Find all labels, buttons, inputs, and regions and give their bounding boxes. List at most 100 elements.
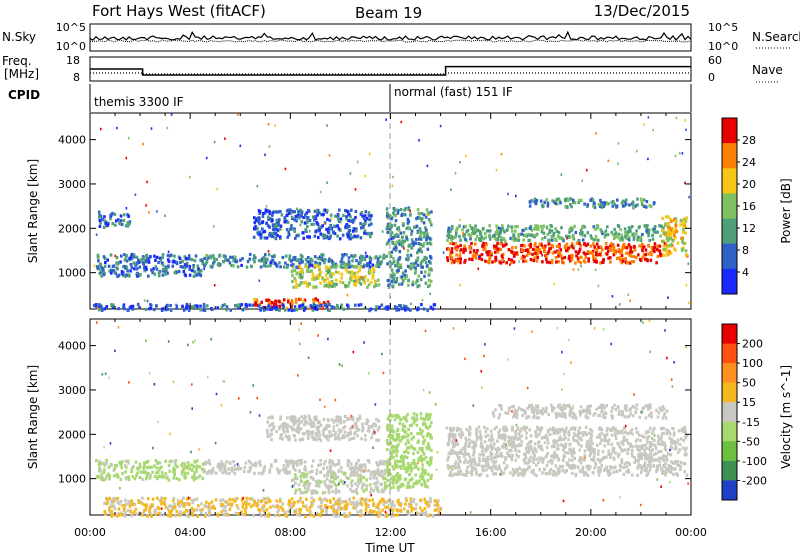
data-cell bbox=[486, 455, 489, 459]
data-cell bbox=[342, 482, 345, 486]
data-cell bbox=[143, 461, 146, 465]
data-cell bbox=[639, 238, 643, 243]
data-cell bbox=[403, 208, 406, 212]
data-cell bbox=[270, 428, 273, 432]
data-cell bbox=[383, 472, 386, 476]
data-cell bbox=[303, 465, 307, 469]
data-cell bbox=[401, 271, 405, 275]
data-cell bbox=[513, 254, 516, 258]
data-cell bbox=[104, 477, 108, 481]
data-cell bbox=[550, 243, 554, 247]
data-cell bbox=[610, 242, 613, 246]
data-cell bbox=[450, 227, 454, 231]
data-cell bbox=[216, 263, 220, 267]
data-cell bbox=[313, 255, 317, 259]
data-cell bbox=[590, 429, 594, 433]
data-cell bbox=[410, 506, 413, 510]
data-cell bbox=[153, 272, 157, 276]
data-cell bbox=[472, 249, 476, 253]
data-cell bbox=[525, 426, 529, 430]
data-cell bbox=[480, 235, 484, 239]
data-cell bbox=[620, 250, 623, 254]
data-cell bbox=[346, 235, 350, 239]
data-cell bbox=[667, 296, 669, 299]
data-cell bbox=[285, 228, 289, 232]
data-cell bbox=[428, 260, 431, 264]
data-cell bbox=[467, 233, 470, 237]
data-cell bbox=[372, 476, 375, 480]
data-cell bbox=[189, 175, 191, 179]
data-cell bbox=[554, 199, 558, 203]
data-cell bbox=[392, 207, 396, 211]
data-cell bbox=[416, 256, 420, 260]
data-cell bbox=[290, 503, 293, 507]
data-cell bbox=[317, 513, 321, 517]
data-cell bbox=[319, 504, 323, 508]
data-cell bbox=[170, 253, 173, 257]
data-cell bbox=[354, 464, 358, 468]
data-cell bbox=[207, 460, 210, 464]
data-cell bbox=[131, 307, 134, 311]
data-cell bbox=[365, 478, 368, 482]
data-cell bbox=[293, 500, 296, 505]
data-cell bbox=[322, 418, 326, 422]
data-cell bbox=[593, 245, 596, 249]
data-cell bbox=[639, 197, 643, 201]
data-cell bbox=[385, 207, 389, 211]
data-cell bbox=[327, 438, 330, 442]
data-cell bbox=[511, 425, 514, 429]
data-cell bbox=[642, 245, 646, 249]
data-cell bbox=[572, 436, 575, 440]
data-cell bbox=[414, 473, 417, 477]
data-cell bbox=[628, 203, 631, 207]
data-cell bbox=[291, 419, 295, 423]
data-cell bbox=[426, 233, 429, 237]
data-cell bbox=[127, 500, 130, 504]
data-cell bbox=[665, 248, 669, 252]
data-cell bbox=[120, 222, 124, 227]
data-cell bbox=[560, 438, 564, 442]
data-cell bbox=[357, 479, 360, 483]
data-cell bbox=[502, 461, 506, 465]
data-cell bbox=[651, 436, 654, 440]
data-cell bbox=[349, 215, 352, 219]
data-cell bbox=[270, 432, 273, 436]
data-cell bbox=[102, 225, 106, 229]
data-cell bbox=[112, 474, 116, 478]
data-cell bbox=[406, 217, 410, 221]
data-cell bbox=[339, 228, 342, 232]
data-cell bbox=[237, 512, 240, 516]
data-cell bbox=[333, 511, 336, 515]
data-cell bbox=[100, 127, 102, 131]
data-cell bbox=[359, 514, 362, 518]
data-cell bbox=[206, 256, 210, 260]
data-cell bbox=[408, 227, 411, 231]
data-cell bbox=[295, 265, 298, 269]
data-cell bbox=[465, 469, 468, 473]
data-cell bbox=[289, 211, 292, 215]
data-cell bbox=[353, 271, 356, 275]
data-cell bbox=[266, 264, 269, 268]
data-cell bbox=[278, 261, 281, 265]
data-cell bbox=[493, 233, 496, 237]
data-cell bbox=[299, 427, 303, 431]
data-cell bbox=[319, 463, 322, 467]
data-cell bbox=[528, 238, 532, 242]
data-cell bbox=[105, 459, 109, 463]
data-cell bbox=[665, 253, 669, 257]
data-cell bbox=[656, 244, 660, 248]
data-cell bbox=[314, 275, 318, 279]
data-cell bbox=[198, 474, 202, 478]
data-cell bbox=[376, 463, 380, 468]
data-cell bbox=[402, 463, 406, 467]
data-cell bbox=[355, 426, 359, 430]
data-cell bbox=[555, 197, 559, 201]
data-cell bbox=[354, 421, 358, 425]
data-cell bbox=[298, 270, 302, 275]
data-cell bbox=[416, 216, 420, 220]
data-cell bbox=[108, 474, 111, 478]
data-cell bbox=[416, 308, 419, 312]
data-cell bbox=[386, 307, 390, 311]
data-cell bbox=[251, 303, 254, 307]
data-cell bbox=[172, 496, 176, 501]
